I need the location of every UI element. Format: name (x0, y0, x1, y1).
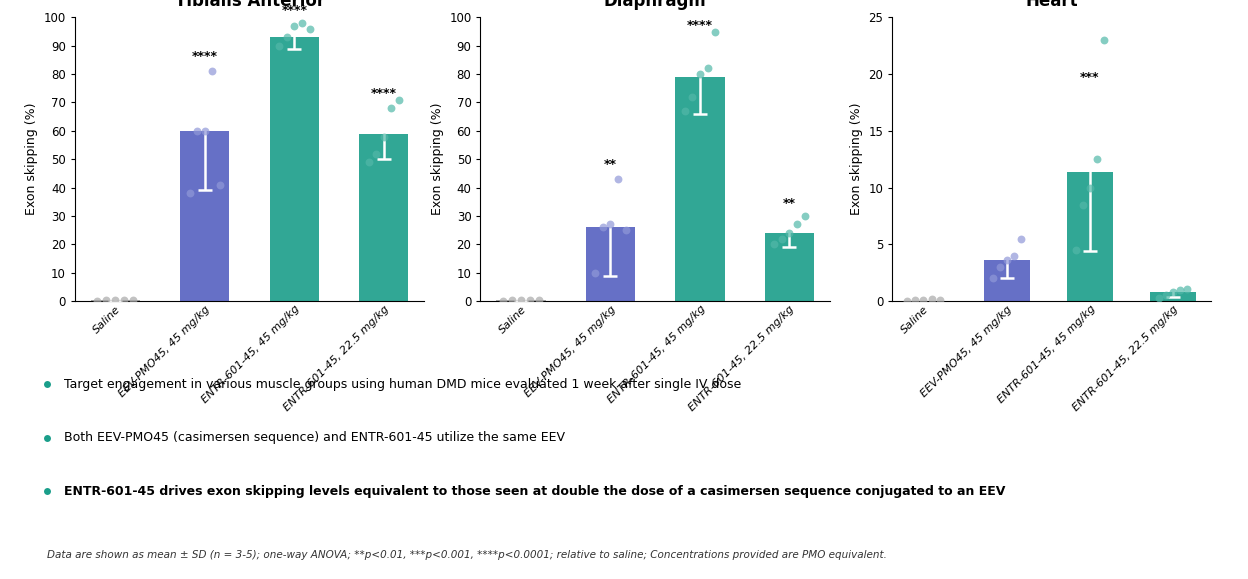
Title: Heart: Heart (1025, 0, 1078, 10)
Bar (359, 134, 408, 301)
Point (1163, 287, 1183, 296)
Text: **: ** (604, 157, 617, 171)
Point (982, 274, 1002, 283)
Point (187, 126, 207, 135)
Point (115, 295, 135, 305)
Point (675, 107, 695, 116)
Point (690, 69, 710, 79)
Bar (270, 37, 319, 301)
Y-axis label: Exon skipping (%): Exon skipping (%) (431, 103, 443, 215)
Point (615, 225, 635, 235)
Point (600, 220, 620, 229)
Text: Target engagement in various muscle groups using human DMD mice evaluated 1 week: Target engagement in various muscle grou… (64, 378, 741, 391)
Point (990, 262, 1010, 272)
Y-axis label: Exon skipping (%): Exon skipping (%) (850, 103, 862, 215)
Point (210, 180, 230, 189)
Point (997, 255, 1017, 265)
Point (1087, 155, 1107, 164)
Point (96, 295, 116, 305)
Point (358, 157, 378, 167)
Point (764, 240, 784, 249)
Point (1149, 293, 1169, 302)
Point (270, 41, 290, 50)
Bar (983, 260, 1030, 301)
Y-axis label: Exon skipping (%): Exon skipping (%) (25, 103, 37, 215)
Point (1066, 245, 1086, 255)
Point (930, 295, 950, 305)
Text: Both EEV-PMO45 (casimersen sequence) and ENTR-601-45 utilize the same EEV: Both EEV-PMO45 (casimersen sequence) and… (64, 431, 565, 445)
Point (374, 132, 394, 141)
Point (389, 95, 409, 104)
Bar (91, 300, 140, 301)
Point (705, 27, 725, 36)
Point (1080, 183, 1099, 192)
Title: Tibialis Anterior: Tibialis Anterior (175, 0, 324, 10)
Point (698, 64, 718, 73)
Point (795, 211, 815, 221)
Text: ****: **** (192, 50, 218, 63)
Point (897, 296, 917, 305)
Bar (765, 233, 814, 301)
Text: Data are shown as mean ± SD (n = 3-5); one-way ANOVA; **p<0.01, ***p<0.001, ****: Data are shown as mean ± SD (n = 3-5); o… (47, 549, 887, 560)
Point (1171, 285, 1191, 294)
Point (585, 268, 605, 277)
Text: **: ** (782, 197, 796, 210)
Point (1156, 291, 1176, 300)
Point (502, 295, 522, 305)
Text: ENTR-601-45 drives exon skipping levels equivalent to those seen at double the d: ENTR-601-45 drives exon skipping levels … (64, 485, 1006, 498)
Point (510, 296, 530, 305)
Point (493, 296, 513, 305)
Point (180, 189, 200, 198)
Point (593, 223, 613, 232)
Text: ****: **** (686, 19, 713, 31)
Point (520, 295, 540, 305)
Point (1003, 251, 1023, 261)
Point (1177, 284, 1197, 293)
Bar (675, 77, 725, 301)
Bar (585, 228, 635, 301)
Point (787, 220, 807, 229)
Bar (497, 300, 545, 301)
Point (771, 234, 791, 243)
Point (1011, 234, 1031, 243)
Point (105, 296, 125, 305)
Bar (180, 131, 230, 301)
Point (608, 174, 628, 184)
Point (292, 19, 312, 28)
Point (1073, 200, 1093, 209)
Point (683, 92, 703, 101)
Bar (1151, 292, 1196, 301)
Text: ***: *** (1081, 71, 1099, 84)
Bar (1067, 172, 1113, 301)
Point (922, 295, 942, 304)
Point (780, 228, 800, 237)
Point (382, 104, 402, 113)
Point (124, 296, 144, 305)
Point (529, 296, 549, 305)
Point (300, 24, 319, 34)
Point (277, 32, 297, 42)
Point (202, 67, 222, 76)
Point (87, 296, 107, 305)
Point (366, 149, 386, 158)
Point (905, 295, 925, 305)
Point (195, 126, 215, 135)
Title: Diaphragm: Diaphragm (604, 0, 706, 10)
Point (914, 295, 934, 305)
Text: ****: **** (281, 5, 307, 17)
Point (285, 21, 305, 31)
Point (1094, 35, 1114, 45)
Text: ****: **** (371, 87, 397, 100)
